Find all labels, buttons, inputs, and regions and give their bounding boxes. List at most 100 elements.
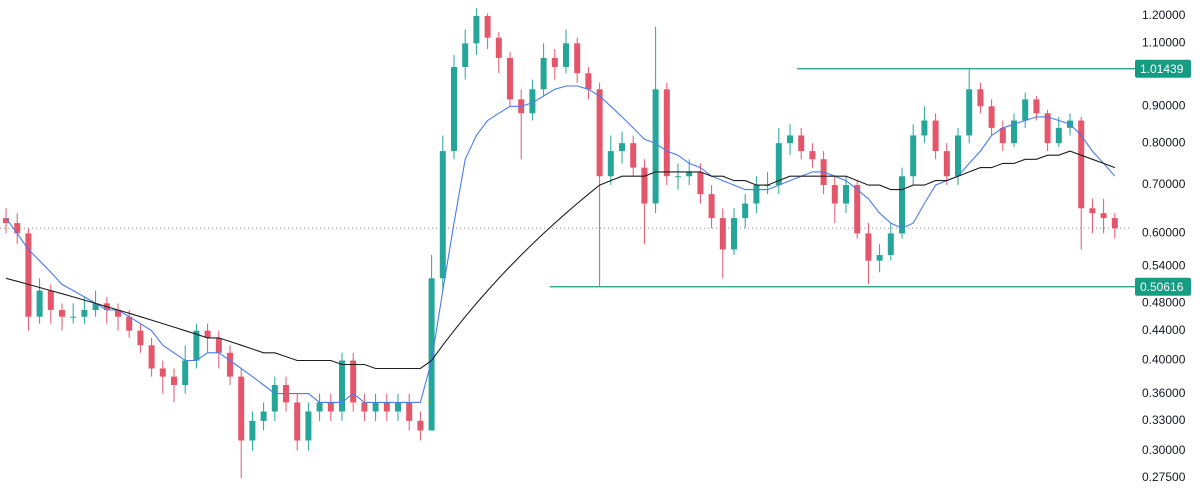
candle-body (260, 411, 267, 421)
candle-body (529, 89, 536, 114)
candle-body (988, 106, 995, 128)
candle-body (3, 218, 9, 224)
candle-body (327, 402, 334, 412)
candle-body (887, 233, 894, 256)
candle-body (1044, 113, 1051, 144)
y-tick-label: 0.90000 (1142, 98, 1186, 112)
candle-body (663, 89, 670, 177)
candle-body (843, 185, 849, 204)
candle-body (854, 185, 861, 234)
candle-body (966, 89, 973, 136)
candle-body (585, 73, 592, 90)
candle-body (227, 352, 233, 377)
candle-body (462, 43, 469, 68)
candle-body (59, 309, 65, 317)
candle-body (361, 402, 368, 412)
candle-body (574, 43, 581, 74)
level-label: 1.01439 (1140, 62, 1184, 76)
candle-body (1033, 99, 1040, 114)
candle-body (932, 120, 939, 152)
candle-body (137, 330, 144, 346)
candle-body (148, 345, 155, 369)
candle-body (876, 255, 883, 261)
candle-body (182, 360, 189, 385)
y-tick-label: 0.36000 (1142, 386, 1186, 400)
candle-body (294, 402, 301, 441)
candle-body (316, 402, 323, 412)
candle-body (215, 337, 222, 353)
candle-body (507, 57, 513, 100)
candle-body (92, 303, 99, 310)
candle-body (473, 16, 480, 44)
y-tick-label: 0.60000 (1142, 226, 1186, 240)
candle-body (193, 330, 200, 361)
candle-body (417, 420, 424, 431)
candle-body (697, 171, 704, 195)
candle-body (171, 376, 177, 385)
candle-body (484, 16, 491, 38)
candle-body (451, 67, 457, 152)
level-label: 0.50616 (1140, 280, 1184, 294)
candle-body (686, 171, 693, 177)
candle-body (1078, 120, 1085, 209)
candle-body (607, 151, 614, 177)
candle-body (798, 135, 805, 152)
candle-body (899, 176, 905, 234)
candle-body (428, 278, 435, 431)
candle-body (406, 402, 413, 421)
candle-body (339, 360, 345, 412)
candle-body (126, 316, 133, 331)
candle-body (1011, 120, 1017, 144)
candle-body (25, 233, 32, 317)
candle-body (619, 143, 625, 152)
candle-body (708, 194, 715, 219)
candle-body (495, 37, 502, 58)
y-tick-label: 0.27500 (1142, 470, 1186, 484)
candle-body (383, 402, 390, 412)
candle-body (865, 233, 872, 261)
candle-body (238, 376, 245, 441)
candle-body (753, 185, 760, 204)
candle-body (775, 143, 782, 186)
candle-body (204, 330, 211, 338)
y-tick-label: 0.44000 (1142, 323, 1186, 337)
candle-body (630, 143, 637, 168)
candle-body (395, 402, 401, 412)
y-tick-label: 0.33000 (1142, 413, 1186, 427)
candle-body (249, 420, 256, 441)
candle-body (1100, 213, 1107, 219)
candle-body (1022, 99, 1029, 121)
candle-body (1055, 127, 1062, 144)
level-label-box (1135, 59, 1191, 78)
candle-body (271, 384, 278, 412)
candle-body (14, 223, 21, 234)
candle-body (372, 402, 379, 412)
candle-body (641, 167, 648, 204)
candle-body (675, 176, 681, 178)
candle-body (439, 151, 446, 279)
y-tick-label: 0.54000 (1142, 259, 1186, 273)
candle-body (731, 218, 737, 250)
candle-body (551, 57, 558, 68)
y-tick-label: 0.40000 (1142, 353, 1186, 367)
candle-body (70, 316, 77, 318)
candle-body (159, 368, 166, 377)
moving-average-line (5, 150, 1115, 370)
candle-body (719, 218, 726, 250)
candle-body (809, 151, 816, 160)
candle-body (1111, 218, 1118, 229)
candle-body (742, 203, 749, 219)
candle-body (540, 57, 547, 90)
candle-body (596, 89, 603, 177)
y-tick-label: 0.80000 (1142, 135, 1186, 149)
y-tick-label: 0.48000 (1142, 296, 1186, 310)
y-tick-label: 0.30000 (1142, 443, 1186, 457)
candle-body (955, 135, 961, 177)
candle-body (115, 309, 121, 317)
candle-body (943, 151, 950, 177)
candle-body (921, 120, 928, 136)
candle-body (36, 290, 43, 317)
candle-body (999, 127, 1006, 144)
level-label-box (1135, 277, 1191, 296)
